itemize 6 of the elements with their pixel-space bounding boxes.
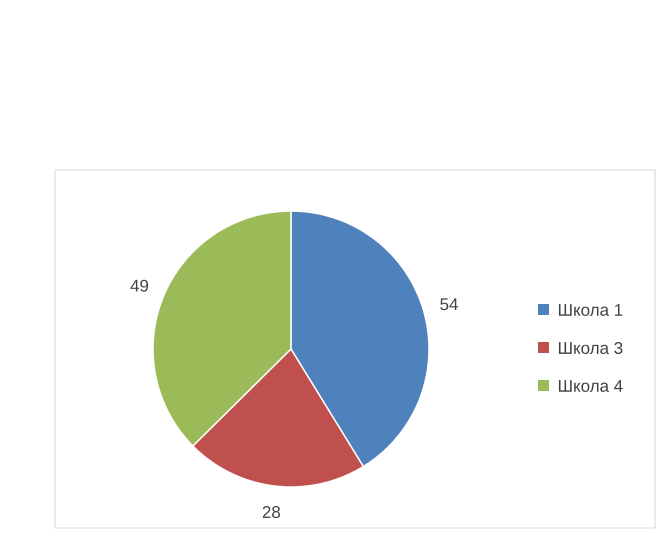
data-label: 28 bbox=[262, 506, 280, 518]
data-label: 54 bbox=[440, 298, 458, 310]
legend-label: Школа 3 bbox=[558, 342, 622, 354]
data-label: 49 bbox=[130, 280, 148, 292]
legend-label: Школа 1 bbox=[558, 304, 622, 316]
legend-label: Школа 4 bbox=[558, 380, 623, 392]
